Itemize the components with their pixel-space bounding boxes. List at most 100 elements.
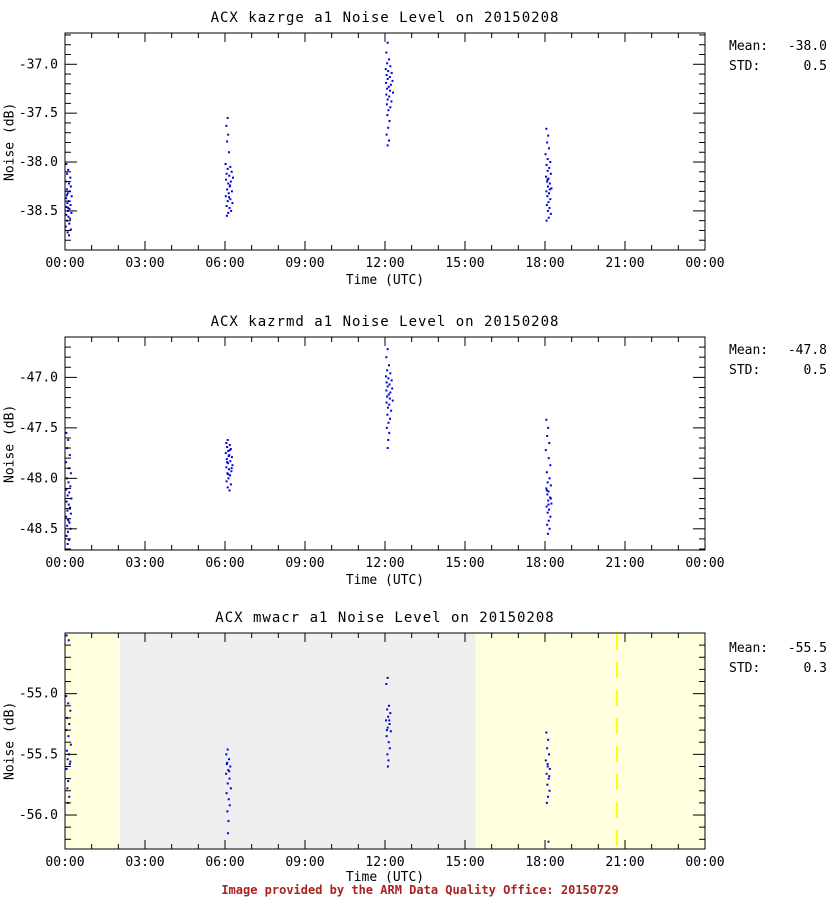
scatter-point: [66, 542, 69, 545]
scatter-point: [387, 126, 390, 129]
scatter-point: [387, 438, 390, 441]
scatter-point: [68, 234, 70, 237]
scatter-point: [387, 715, 390, 718]
scatter-point: [546, 783, 549, 786]
scatter-point: [69, 176, 72, 179]
scatter-point: [386, 114, 389, 117]
panel-2-y-axis-label: Noise (dB): [2, 404, 18, 483]
scatter-point: [67, 735, 70, 738]
scatter-point: [391, 79, 394, 82]
scatter-point: [546, 178, 549, 181]
scatter-point: [547, 216, 550, 219]
x-tick-label: 00:00: [45, 556, 84, 571]
x-tick-label: 15:00: [445, 855, 484, 870]
panel-1-x-axis-label: Time (UTC): [345, 273, 425, 288]
scatter-point: [67, 206, 70, 209]
background-band: [475, 633, 705, 849]
scatter-point: [227, 192, 230, 195]
scatter-point: [226, 472, 229, 475]
scatter-point: [547, 426, 550, 429]
scatter-point: [546, 523, 549, 526]
scatter-point: [386, 708, 389, 711]
scatter-point: [228, 151, 230, 154]
scatter-point: [545, 163, 548, 166]
scatter-point: [546, 158, 549, 161]
scatter-point: [546, 209, 549, 212]
scatter-point: [388, 747, 391, 750]
panel-1-y-axis-label: Noise (dB): [2, 102, 18, 181]
std-label: STD:: [729, 59, 761, 74]
scatter-point: [67, 481, 70, 484]
scatter-point: [545, 489, 548, 492]
scatter-point: [386, 406, 389, 409]
scatter-point: [545, 219, 548, 222]
scatter-point: [391, 387, 394, 390]
axis-ticks: [64, 336, 706, 550]
scatter-point: [388, 723, 391, 726]
x-tick-label: 15:00: [445, 556, 484, 571]
scatter-point: [544, 153, 547, 156]
scatter-point: [548, 527, 551, 530]
scatter-point: [386, 765, 389, 768]
x-tick-label: 18:00: [525, 556, 564, 571]
y-tick-label: -47.5: [19, 421, 58, 436]
scatter-point: [547, 738, 550, 741]
x-tick-label: 21:00: [605, 855, 644, 870]
scatter-point: [385, 51, 388, 54]
scatter-point: [548, 789, 551, 792]
scatter-point: [545, 127, 548, 130]
scatter-point: [227, 455, 230, 458]
scatter-point: [68, 538, 70, 541]
scatter-point: [66, 494, 69, 497]
scatter-point: [390, 409, 393, 412]
scatter-point: [547, 777, 550, 780]
scatter-point: [229, 198, 232, 201]
axis-ticks: [64, 33, 706, 251]
scatter-point: [226, 462, 229, 465]
scatter-point: [69, 472, 72, 475]
scatter-point: [65, 194, 68, 197]
scatter-point: [547, 503, 550, 506]
scatter-point: [65, 205, 68, 208]
scatter-point: [385, 381, 388, 384]
scatter-point: [548, 147, 550, 150]
panel-2-mean-readout: Mean: -47.8: [729, 343, 837, 358]
scatter-point: [225, 458, 228, 461]
x-tick-label: 12:00: [365, 256, 404, 271]
scatter-point: [548, 775, 551, 778]
background-band: [65, 633, 120, 849]
scatter-point: [69, 485, 72, 488]
scatter-point: [548, 753, 550, 756]
x-tick-label: 06:00: [205, 256, 244, 271]
panel-1-std-readout: STD: 0.5: [729, 59, 837, 74]
y-tick-label: -55.0: [19, 687, 58, 702]
scatter-point: [229, 460, 232, 463]
scatter-point: [225, 480, 228, 483]
scatter-point: [69, 185, 72, 188]
scatter-point: [230, 467, 233, 470]
scatter-point: [546, 169, 549, 172]
scatter-point: [68, 182, 70, 185]
scatter-point: [226, 486, 229, 489]
mean-value: -38.0: [787, 39, 827, 54]
scatter-point: [227, 182, 230, 185]
scatter-point: [545, 175, 548, 178]
scatter-point: [386, 385, 389, 388]
scatter-point: [389, 391, 392, 394]
scatter-point: [229, 448, 232, 451]
scatter-point: [224, 162, 227, 165]
std-value: 0.5: [803, 59, 827, 74]
scatter-point: [226, 782, 229, 785]
scatter-point: [226, 200, 229, 203]
mean-value: -47.8: [787, 343, 827, 358]
provider-caption: Image provided by the ARM Data Quality O…: [221, 883, 619, 897]
y-tick-label: -48.5: [19, 522, 58, 537]
x-tick-label: 03:00: [125, 556, 164, 571]
scatter-point: [385, 735, 388, 738]
panel-3-x-axis-label: Time (UTC): [345, 870, 425, 885]
scatter-point: [65, 188, 68, 191]
x-tick-label: 12:00: [365, 855, 404, 870]
scatter-point: [545, 204, 548, 207]
